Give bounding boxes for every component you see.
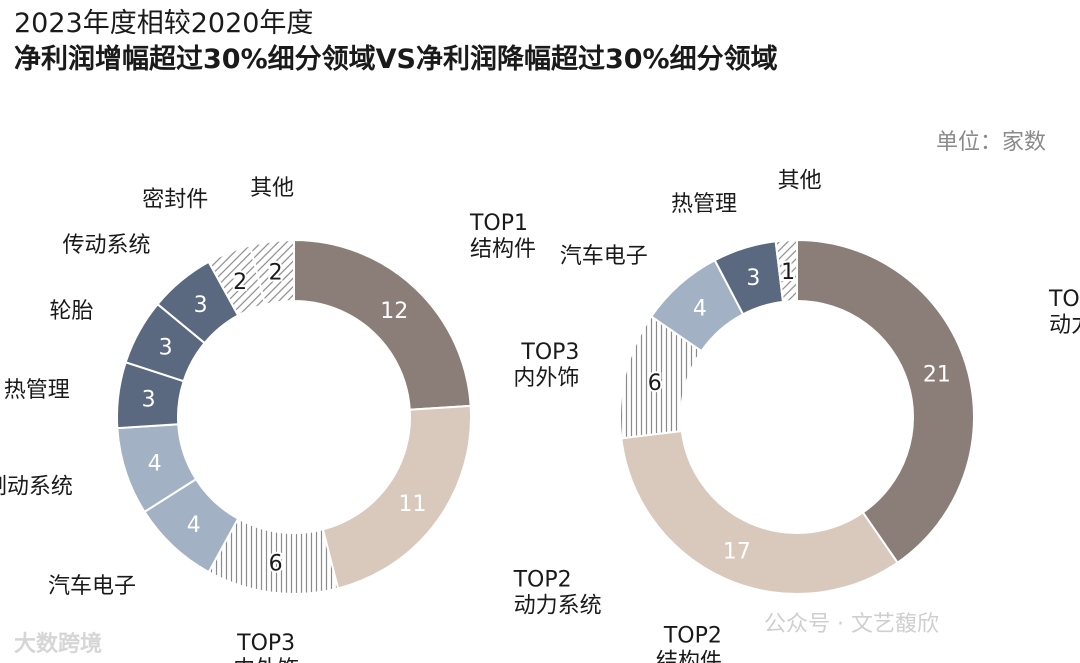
data-label: 21	[923, 362, 951, 387]
unit-label: 单位：家数	[935, 130, 1046, 155]
category-label: 热管理	[4, 378, 70, 403]
data-label: 6	[648, 371, 662, 396]
title-line-2: 净利润增幅超过30%细分领域VS净利润降幅超过30%细分领域	[14, 44, 778, 75]
donut-slice	[774, 238, 798, 303]
donut-slice	[248, 238, 295, 306]
data-label: 17	[723, 540, 751, 565]
category-label: TOP2 动力系统	[513, 567, 602, 618]
donut-slice	[293, 238, 472, 411]
category-label: 制动系统	[0, 475, 73, 500]
data-label: 3	[159, 335, 173, 360]
data-label: 3	[142, 388, 156, 413]
chart-title: 2023年度相较2020年度 净利润增幅超过30%细分领域VS净利润降幅超过30…	[14, 6, 778, 78]
data-label: 4	[187, 513, 201, 538]
data-label: 3	[194, 293, 208, 318]
data-label: 6	[269, 551, 283, 576]
category-label: TOP1 结构件	[469, 211, 536, 262]
donut-slice	[796, 238, 975, 565]
donut-slice	[321, 404, 472, 590]
watermark-left: 大数跨境	[14, 632, 103, 657]
category-label: 密封件	[142, 188, 208, 213]
data-label: 1	[781, 260, 795, 285]
data-label: 2	[269, 261, 283, 286]
data-label: 2	[233, 270, 247, 295]
donut-slice	[620, 429, 899, 595]
category-label: 其他	[250, 176, 294, 201]
category-label: TOP2 结构件	[656, 623, 722, 663]
data-label: 3	[746, 266, 760, 291]
data-label: 4	[693, 296, 707, 321]
watermark-right: 公众号 · 文艺馥欣	[764, 612, 939, 637]
data-label: 12	[380, 299, 408, 324]
category-label: 热管理	[671, 192, 737, 217]
title-line-1: 2023年度相较2020年度	[14, 8, 314, 39]
data-label: 4	[148, 451, 162, 476]
category-label: 汽车电子	[48, 574, 136, 599]
category-label: 轮胎	[49, 299, 93, 324]
category-label: 其他	[778, 168, 822, 193]
data-label: 11	[399, 492, 427, 517]
category-label: TOP1动力系统	[1048, 287, 1080, 338]
category-label: 汽车电子	[560, 244, 648, 269]
category-label: 传动系统	[62, 233, 150, 258]
